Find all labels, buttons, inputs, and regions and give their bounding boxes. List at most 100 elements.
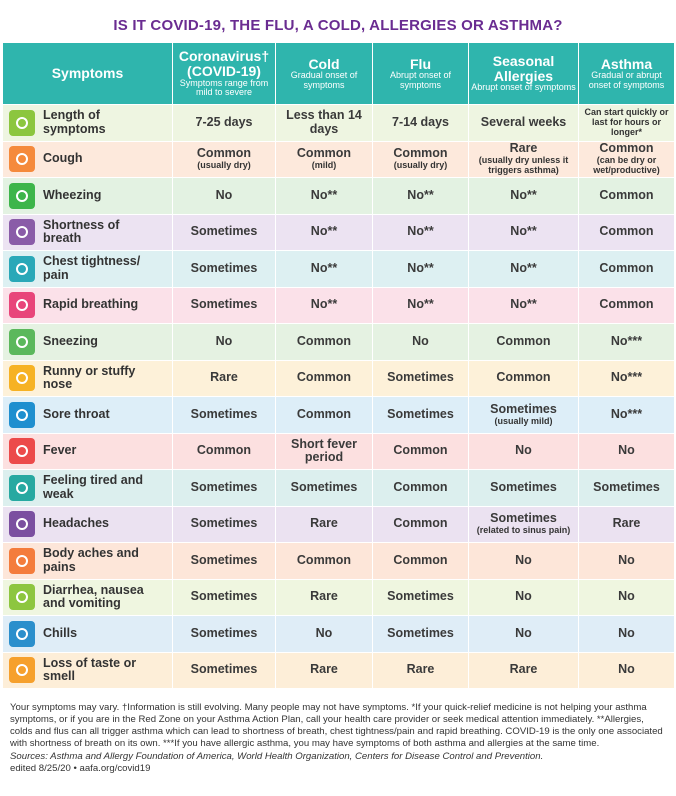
value-cell: No**: [275, 177, 373, 215]
symptom-label: Runny or stuffy nose: [43, 363, 136, 392]
value-cell: Less than 14 days: [275, 104, 373, 142]
value-cell: Common: [275, 323, 373, 361]
value-cell: No: [172, 323, 276, 361]
value-text: No***: [610, 333, 643, 348]
value-cell: Sometimes: [172, 651, 276, 689]
value-cell: Rare (usually dry unless it triggers asth…: [468, 140, 579, 178]
value-text: Sometimes: [490, 479, 557, 494]
value-text: No: [215, 187, 233, 202]
column-header: Seasonal Allergies Abrupt onset of sympto…: [468, 42, 579, 105]
value-text: No**: [407, 224, 434, 239]
table-body: Length of symptoms 7-25 days Less than 14 …: [2, 104, 675, 689]
symptom-cell: Length of symptoms: [2, 104, 173, 142]
value-cell: Common: [372, 432, 469, 470]
value-cell: Common (can be dry or wet/productive): [578, 140, 675, 178]
value-cell: No**: [468, 250, 579, 288]
value-cell: Sometimes: [372, 359, 469, 397]
value-text: No: [618, 625, 635, 640]
symptom-wrap: Diarrhea, nausea and vomiting: [9, 583, 169, 612]
symptom-row: Wheezing No No** No** No** Common: [2, 177, 675, 215]
symptom-icon: [9, 146, 35, 173]
value-cell: No: [468, 432, 579, 470]
value-text: Sometimes: [190, 516, 258, 531]
value-text: Common: [196, 146, 252, 161]
value-cell: Sometimes (related to sinus pain): [468, 505, 579, 543]
value-text: No: [515, 552, 532, 567]
value-text: Rare: [310, 589, 338, 604]
value-cell: 7-25 days: [172, 104, 276, 142]
header-row: Symptoms Coronavirus† (COVID-19) Symptoms r…: [2, 42, 675, 105]
value-cell: Sometimes: [172, 542, 276, 580]
footnotes: Your symptoms may vary. †Information is …: [10, 702, 668, 775]
value-text: No**: [407, 187, 434, 202]
symptom-cell: Cough: [2, 140, 173, 178]
value-cell: No**: [372, 177, 469, 215]
value-text: 7-25 days: [195, 114, 253, 129]
value-cell: Rare: [275, 578, 373, 616]
value-cell: No**: [275, 213, 373, 251]
symptom-wrap: Fever: [9, 438, 169, 465]
symptom-cell: Sore throat: [2, 396, 173, 434]
symptom-icon: [9, 438, 35, 465]
symptom-icon: [9, 401, 35, 428]
symptom-label: Loss of taste or smell: [43, 655, 137, 684]
title: IS IT COVID-19, THE FLU, A COLD, ALLERGI…: [113, 17, 563, 34]
value-cell: No**: [468, 286, 579, 324]
value-cell: Sometimes: [468, 469, 579, 507]
value-text: No**: [310, 187, 338, 202]
symptom-row: Sore throat Sometimes Common Sometimes Somet…: [2, 396, 675, 434]
column-name: Symptoms: [51, 65, 124, 82]
symptom-cell: Runny or stuffy nose: [2, 359, 173, 397]
value-text: No**: [310, 297, 338, 312]
edited: edited 8/25/20 • aafa.org/covid19: [10, 763, 151, 774]
value-cell: No: [468, 615, 579, 653]
symptom-wrap: Cough: [9, 146, 169, 173]
symptom-cell: Wheezing: [2, 177, 173, 215]
value-cell: Sometimes: [172, 396, 276, 434]
value-text: Sometimes: [190, 260, 258, 275]
value-cell: Common: [578, 177, 675, 215]
value-note: (usually mild): [494, 415, 553, 426]
value-cell: No: [468, 542, 579, 580]
value-cell: Common: [275, 396, 373, 434]
symptom-row: Rapid breathing Sometimes No** No** No** Comm…: [2, 286, 675, 324]
value-cell: Rare: [468, 651, 579, 689]
value-cell: Sometimes: [172, 286, 276, 324]
value-cell: Common: [372, 505, 469, 543]
value-cell: Common: [578, 286, 675, 324]
value-cell: Sometimes: [172, 505, 276, 543]
value-text: Common: [393, 146, 448, 161]
symptom-label: Fever: [43, 443, 77, 458]
value-cell: No: [578, 651, 675, 689]
value-cell: Rare: [172, 359, 276, 397]
value-cell: Sometimes: [275, 469, 373, 507]
symptom-icon: [9, 255, 35, 282]
symptom-row: Fever Common Short fever period Common No No: [2, 432, 675, 470]
value-text: Sometimes: [387, 625, 454, 640]
value-cell: Common: [578, 213, 675, 251]
value-text: Rare: [310, 516, 338, 531]
column-header: Asthma Gradual or abrupt onset of symptom…: [578, 42, 675, 105]
symptom-row: Feeling tired and weak Sometimes Sometimes…: [2, 469, 675, 507]
symptom-cell: Sneezing: [2, 323, 173, 361]
value-text: No**: [510, 224, 537, 239]
symptom-icon: [9, 328, 35, 355]
value-cell: Common (mild): [275, 140, 373, 178]
symptom-label: Length of symptoms: [43, 108, 106, 136]
column-name: Seasonal Allergies: [492, 53, 555, 84]
column-name-sub: (COVID-19): [187, 63, 261, 80]
symptom-label: Shortness of breath: [43, 217, 120, 246]
value-text: 7-14 days: [392, 114, 449, 129]
value-text: Common: [196, 443, 252, 458]
value-text: Common: [296, 370, 352, 385]
value-cell: Sometimes: [172, 615, 276, 653]
value-text: No: [315, 625, 333, 640]
value-text: No**: [310, 260, 338, 275]
value-text: Common: [393, 443, 448, 458]
value-text: Sometimes: [190, 406, 258, 421]
value-text: No: [618, 552, 635, 567]
value-text: Rare: [210, 370, 238, 385]
value-cell: Can start quickly or last for hours or l…: [578, 104, 675, 142]
symptom-row: Body aches and pains Sometimes Common Commo…: [2, 542, 675, 580]
value-text: Sometimes: [490, 401, 557, 416]
